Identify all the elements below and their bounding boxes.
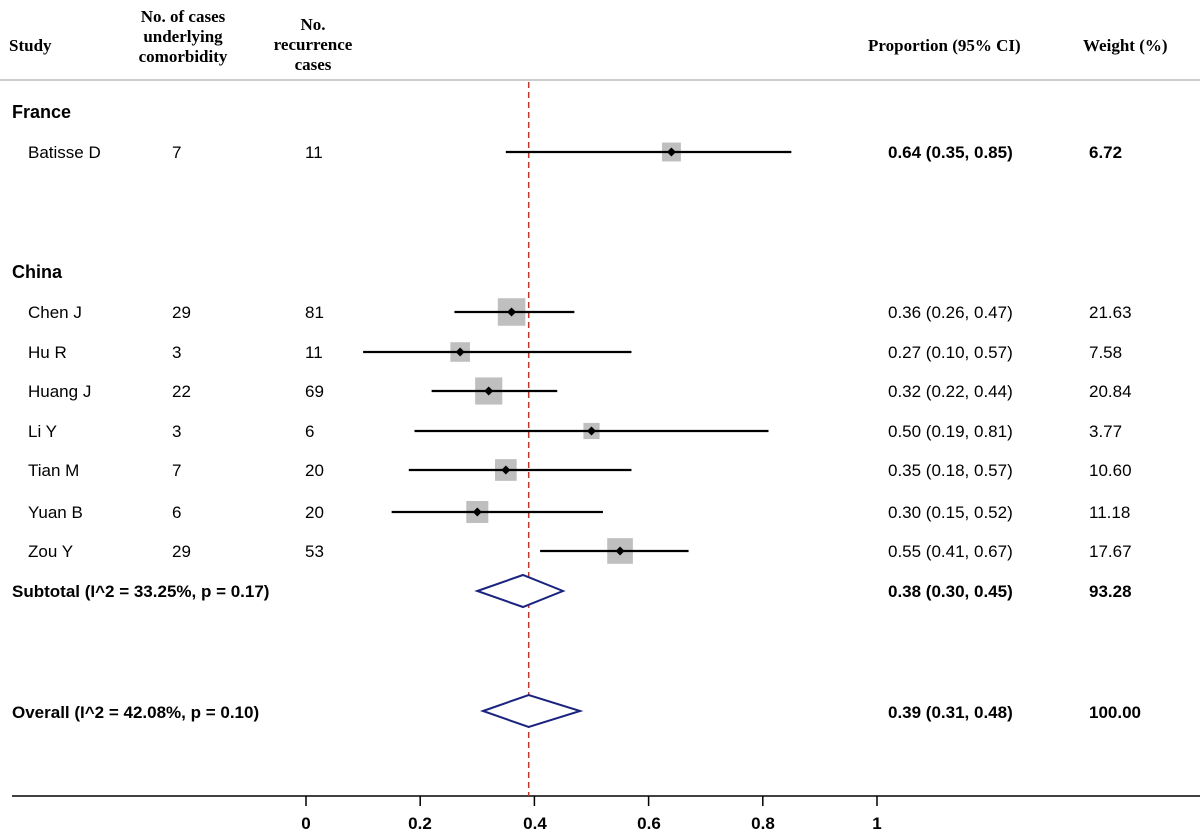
- study-name-tian: Tian M: [28, 461, 80, 480]
- ci-text-tian: 0.35 (0.18, 0.57): [888, 461, 1013, 480]
- cases-li: 3: [172, 422, 182, 441]
- recurrence-tian: 20: [305, 461, 324, 480]
- x-tick-label-0.8: 0.8: [751, 814, 775, 833]
- ci-text-yuan: 0.30 (0.15, 0.52): [888, 503, 1013, 522]
- subtotal-label: Subtotal (I^2 = 33.25%, p = 0.17): [12, 582, 270, 601]
- group-label-china: China: [12, 262, 63, 282]
- header-cases: No. of cases underlying comorbidity: [118, 7, 248, 67]
- group-label-france: France: [12, 102, 72, 122]
- overall-weight: 100.00: [1089, 703, 1141, 722]
- point-estimate-Tian M: [501, 465, 511, 475]
- ci-text-batisse: 0.64 (0.35, 0.85): [888, 143, 1013, 162]
- header-cases-line1: No. of cases: [140, 7, 226, 26]
- overall-diamond: [479, 693, 584, 729]
- recurrence-batisse: 11: [305, 143, 323, 162]
- header-cases-line2: underlying: [143, 27, 223, 46]
- header-weight: Weight (%): [1083, 36, 1168, 55]
- point-estimate-Zou Y: [615, 546, 625, 556]
- x-tick-label-0.4: 0.4: [523, 814, 547, 833]
- point-estimate-Hu R: [455, 347, 465, 357]
- cases-batisse: 7: [172, 143, 182, 162]
- study-name-huang: Huang J: [28, 382, 92, 401]
- header-cases-line3: comorbidity: [138, 47, 228, 66]
- recurrence-huang: 69: [305, 382, 324, 401]
- weight-zou: 17.67: [1089, 542, 1132, 561]
- overall-label: Overall (I^2 = 42.08%, p = 0.10): [12, 703, 260, 722]
- header-study: Study: [9, 36, 52, 55]
- subtotal-diamond: [474, 573, 566, 609]
- recurrence-zou: 53: [305, 542, 324, 561]
- point-estimate-Yuan B: [472, 507, 482, 517]
- header-recurrence-line2: recurrence: [273, 35, 353, 54]
- study-name-chen: Chen J: [28, 303, 82, 322]
- weight-batisse: 6.72: [1089, 143, 1123, 162]
- x-tick-label-1: 1: [872, 814, 882, 833]
- study-name-zou: Zou Y: [28, 542, 74, 561]
- weight-hu: 7.58: [1089, 343, 1123, 362]
- x-tick-label-0: 0: [301, 814, 311, 833]
- cases-chen: 29: [172, 303, 191, 322]
- point-estimate-Huang J: [484, 386, 494, 396]
- weight-chen: 21.63: [1089, 303, 1132, 322]
- overall-ci-text: 0.39 (0.31, 0.48): [888, 703, 1013, 722]
- cases-yuan: 6: [172, 503, 182, 522]
- cases-hu: 3: [172, 343, 182, 362]
- x-tick-label-0.2: 0.2: [408, 814, 432, 833]
- weight-yuan: 11.18: [1089, 503, 1131, 522]
- header-recurrence: No. recurrence cases: [258, 15, 368, 75]
- cases-zou: 29: [172, 542, 191, 561]
- recurrence-yuan: 20: [305, 503, 324, 522]
- header-proportion: Proportion (95% CI): [868, 36, 1021, 55]
- weight-tian: 10.60: [1089, 461, 1132, 480]
- header-recurrence-line3: cases: [294, 55, 332, 74]
- study-name-hu: Hu R: [28, 343, 67, 362]
- weight-li: 3.77: [1089, 422, 1123, 441]
- ci-text-huang: 0.32 (0.22, 0.44): [888, 382, 1013, 401]
- study-name-li: Li Y: [28, 422, 57, 441]
- study-name-batisse: Batisse D: [28, 143, 101, 162]
- header-recurrence-line1: No.: [300, 15, 326, 34]
- recurrence-chen: 81: [305, 303, 324, 322]
- subtotal-ci-text: 0.38 (0.30, 0.45): [888, 582, 1013, 601]
- study-name-yuan: Yuan B: [28, 503, 83, 522]
- cases-tian: 7: [172, 461, 182, 480]
- x-tick-label-0.6: 0.6: [637, 814, 661, 833]
- ci-text-chen: 0.36 (0.26, 0.47): [888, 303, 1013, 322]
- point-estimate-Chen J: [507, 307, 517, 317]
- weight-huang: 20.84: [1089, 382, 1132, 401]
- recurrence-hu: 11: [305, 343, 323, 362]
- subtotal-weight: 93.28: [1089, 582, 1132, 601]
- recurrence-li: 6: [305, 422, 315, 441]
- ci-text-li: 0.50 (0.19, 0.81): [888, 422, 1013, 441]
- ci-text-hu: 0.27 (0.10, 0.57): [888, 343, 1013, 362]
- point-estimate-Li Y: [587, 426, 596, 436]
- point-estimate-Batisse D: [666, 147, 676, 157]
- cases-huang: 22: [172, 382, 191, 401]
- ci-text-zou: 0.55 (0.41, 0.67): [888, 542, 1013, 561]
